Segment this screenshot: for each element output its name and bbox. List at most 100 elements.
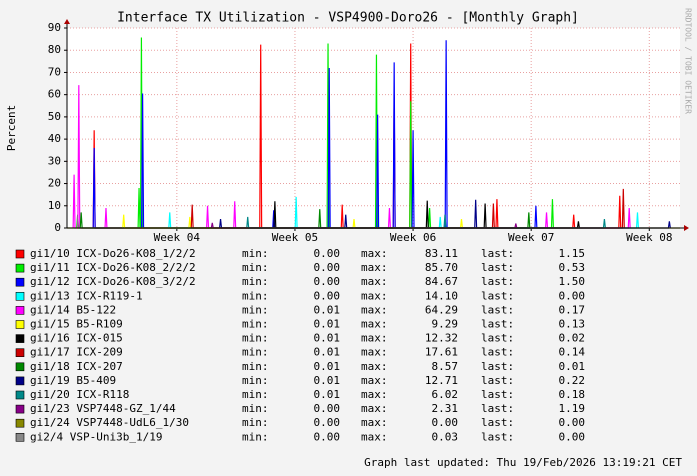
stat-value: 1.19 [559,402,586,415]
stat-value: 0.13 [559,318,586,331]
legend-swatch [15,291,25,301]
legend-swatch [15,432,25,442]
stat-value: 0.00 [432,416,459,429]
stat-label: min: [242,430,269,443]
legend-label: gi1/24 VSP7448-UdL6_1/30 [30,416,189,429]
stat-value: 0.00 [314,289,341,302]
stat-value: 0.00 [314,402,341,415]
legend-swatch [15,404,25,414]
legend-label: gi1/15 B5-R109 [30,318,123,331]
stat-label: min: [242,303,269,316]
stat-value: 0.53 [559,261,586,274]
axis-labels: 0 10 20 30 40 50 60 70 80 90 Week 04 Week 05 Week 06… [48,21,673,244]
stat-value: 1.50 [559,275,586,288]
stat-label: max: [361,247,388,260]
y-tick-label: 20 [48,177,61,190]
stat-label: min: [242,346,269,359]
stat-value: 0.01 [314,318,341,331]
y-tick-label: 10 [48,199,61,212]
stat-label: last: [481,247,514,260]
series-line [246,214,606,229]
stat-value: 0.17 [559,303,586,316]
stat-value: 0.01 [314,374,341,387]
stat-value: 12.71 [425,374,458,387]
stat-label: min: [242,247,269,260]
x-tick-label: Week 07 [508,231,554,244]
legend-label: gi1/16 ICX-015 [30,332,123,345]
y-axis-arrow [64,19,70,24]
legend-label: gi1/13 ICX-R119-1 [30,289,143,302]
stat-value: 0.14 [559,346,586,359]
legend-swatch [15,390,25,400]
footer: Graph last updated: Thu 19/Feb/2026 13:1… [364,456,682,469]
legend-label: gi1/17 ICX-209 [30,346,123,359]
stat-value: 0.00 [314,416,341,429]
y-tick-label: 0 [54,221,61,234]
stat-value: 2.31 [432,402,459,415]
stat-label: max: [361,332,388,345]
stat-label: max: [361,360,388,373]
legend-swatch [15,362,25,372]
x-tick-label: Week 08 [626,231,672,244]
stat-value: 83.11 [425,247,458,260]
stat-label: min: [242,360,269,373]
y-axis-label: Percent [5,105,18,151]
stat-label: max: [361,303,388,316]
stat-label: min: [242,388,269,401]
legend-label: gi1/18 ICX-207 [30,360,123,373]
stat-value: 0.01 [314,303,341,316]
stat-label: min: [242,332,269,345]
stat-value: 0.01 [559,360,586,373]
stat-label: max: [361,402,388,415]
stat-label: last: [481,430,514,443]
series-line [79,209,531,229]
stat-label: last: [481,402,514,415]
stat-value: 0.00 [314,247,341,260]
legend-label: gi1/10 ICX-Do26-K08_1/2/2 [30,247,196,260]
legend-label: gi1/11 ICX-Do26-K08_2/2/2 [30,261,196,274]
stat-label: last: [481,388,514,401]
stat-value: 0.22 [559,374,586,387]
stat-value: 0.01 [314,332,341,345]
stat-value: 8.57 [432,360,459,373]
legend-label: gi1/20 ICX-R118 [30,388,129,401]
stat-label: last: [481,261,514,274]
legend-label: gi2/4 VSP-Uni3b_1/19 [30,430,162,443]
stat-label: min: [242,402,269,415]
legend-swatch [15,263,25,273]
legend-swatch [15,376,25,386]
y-tick-label: 30 [48,154,61,167]
series-line [190,188,625,229]
legend-label: gi1/14 B5-122 [30,303,116,316]
legend-swatch [15,334,25,343]
stat-value: 0.00 [559,289,586,302]
stat-value: 0.18 [559,388,586,401]
stat-label: max: [361,346,388,359]
stat-label: last: [481,275,514,288]
stat-value: 17.61 [425,346,458,359]
legend-swatch [15,277,25,287]
y-tick-label: 80 [48,43,61,56]
stat-label: min: [242,289,269,302]
stat-value: 0.00 [559,416,586,429]
stat-label: min: [242,374,269,387]
stat-value: 0.00 [559,430,586,443]
series-line [92,40,538,229]
stat-value: 0.01 [314,360,341,373]
stat-label: min: [242,275,269,288]
stat-value: 1.15 [559,247,586,260]
y-tick-label: 60 [48,88,61,101]
stat-label: max: [361,318,388,331]
stat-label: max: [361,416,388,429]
legend-label: gi1/19 B5-409 [30,374,116,387]
x-tick-label: Week 05 [272,231,318,244]
stat-label: max: [361,374,388,387]
plot-area [67,28,680,228]
legend: gi1/10 ICX-Do26-K08_1/2/2 min: 0.00 max: 83.… [15,247,586,443]
grid [64,27,680,231]
stat-label: last: [481,360,514,373]
stat-value: 14.10 [425,289,458,302]
stat-label: last: [481,416,514,429]
legend-label: gi1/23 VSP7448-GZ_1/44 [30,402,176,415]
